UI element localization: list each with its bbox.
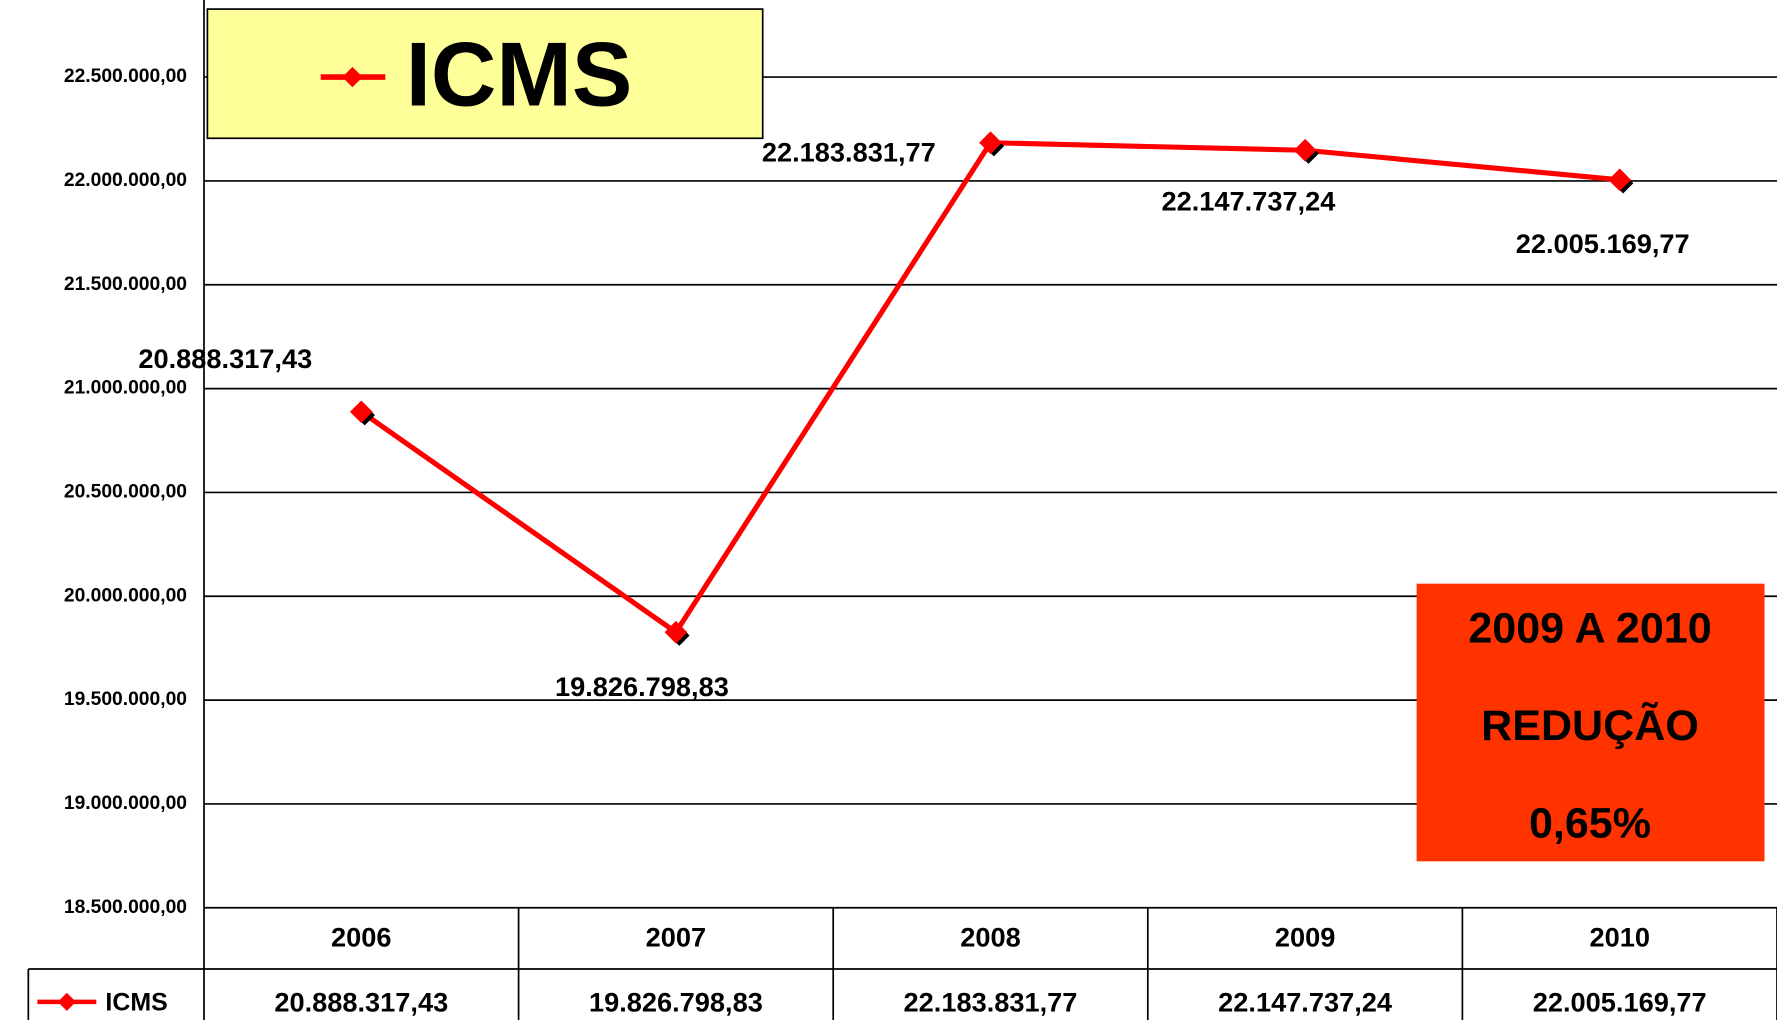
y-tick-label: 21.000.000,00: [64, 378, 187, 399]
x-tick-label: 2008: [960, 922, 1020, 953]
data-label: 22.183.831,77: [762, 136, 936, 167]
data-label: 22.005.169,77: [1516, 228, 1690, 259]
x-tick-label: 2009: [1275, 922, 1335, 953]
x-tick-label: 2010: [1589, 922, 1649, 953]
table-value: 22.183.831,77: [904, 986, 1078, 1017]
x-tick-label: 2007: [646, 922, 706, 953]
y-tick-label: 18.500.000,00: [64, 897, 187, 918]
y-tick-label: 22.000.000,00: [64, 170, 187, 191]
data-line: [359, 140, 1620, 635]
y-tick-label: 20.500.000,00: [64, 482, 187, 503]
legend-marker: [342, 66, 363, 88]
annotation-box: [1416, 583, 1765, 862]
marker: [979, 131, 1002, 155]
legend-label: ICMS: [406, 25, 633, 126]
table-value: 22.005.169,77: [1533, 986, 1707, 1017]
marker: [1608, 168, 1632, 192]
table-value: 22.147.737,24: [1218, 986, 1392, 1017]
data-label: 22.147.737,24: [1161, 186, 1335, 217]
data-label: 20.888.317,43: [138, 343, 312, 374]
y-tick-label: 19.000.000,00: [64, 793, 187, 814]
x-tick-label: 2006: [331, 922, 391, 953]
y-tick-label: 19.500.000,00: [64, 689, 187, 710]
legend-box: [206, 8, 764, 140]
table-value: 19.826.798,83: [589, 986, 763, 1017]
y-tick-label: 20.000.000,00: [64, 585, 187, 606]
annotation-text: 0,65%: [1529, 800, 1651, 848]
data-label: 19.826.798,83: [555, 671, 729, 702]
table-legend-marker: [57, 992, 76, 1011]
annotation-text: 2009 A 2010: [1468, 605, 1711, 653]
table-legend-label: ICMS: [105, 989, 167, 1017]
annotation-text: REDUÇÃO: [1481, 702, 1699, 750]
marker: [664, 620, 688, 644]
table-value: 20.888.317,43: [274, 986, 448, 1017]
y-tick-label: 21.500.000,00: [64, 274, 187, 295]
y-tick-label: 22.500.000,00: [64, 66, 187, 87]
